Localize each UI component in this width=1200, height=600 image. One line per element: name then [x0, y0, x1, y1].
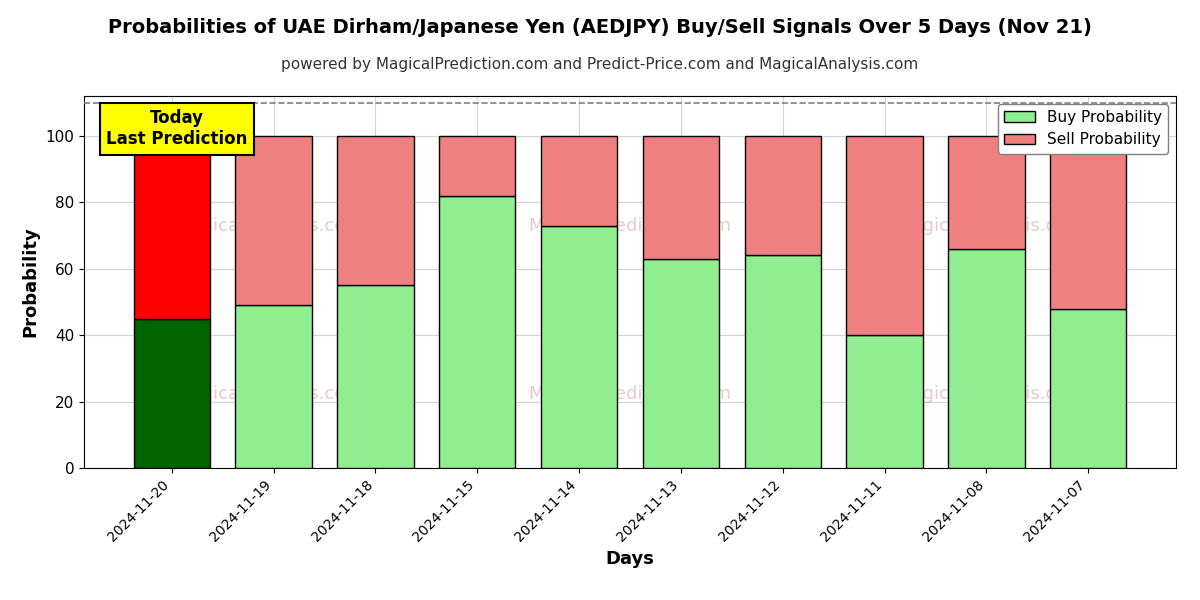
Text: MagicalAnalysis.com: MagicalAnalysis.com: [175, 217, 364, 235]
Text: Probabilities of UAE Dirham/Japanese Yen (AEDJPY) Buy/Sell Signals Over 5 Days (: Probabilities of UAE Dirham/Japanese Yen…: [108, 18, 1092, 37]
Bar: [744, 256, 821, 468]
Bar: [1050, 136, 1127, 308]
Bar: [439, 196, 516, 468]
Bar: [1050, 308, 1127, 468]
Text: MagicalAnalysis.com: MagicalAnalysis.com: [175, 385, 364, 403]
Bar: [337, 136, 414, 286]
Bar: [541, 136, 617, 226]
Bar: [846, 335, 923, 468]
Bar: [948, 249, 1025, 468]
Bar: [235, 305, 312, 468]
Text: Today
Last Prediction: Today Last Prediction: [107, 109, 247, 148]
Bar: [133, 136, 210, 319]
Bar: [948, 136, 1025, 249]
Bar: [337, 286, 414, 468]
Text: MagicalAnalysis.com: MagicalAnalysis.com: [896, 385, 1085, 403]
Bar: [744, 136, 821, 256]
Text: powered by MagicalPrediction.com and Predict-Price.com and MagicalAnalysis.com: powered by MagicalPrediction.com and Pre…: [281, 57, 919, 72]
Bar: [643, 259, 719, 468]
Bar: [846, 136, 923, 335]
Bar: [643, 136, 719, 259]
Text: MagicalAnalysis.com: MagicalAnalysis.com: [896, 217, 1085, 235]
Y-axis label: Probability: Probability: [22, 227, 40, 337]
Bar: [235, 136, 312, 305]
Bar: [439, 136, 516, 196]
Text: MagicalPrediction.com: MagicalPrediction.com: [528, 217, 732, 235]
Bar: [541, 226, 617, 468]
Legend: Buy Probability, Sell Probability: Buy Probability, Sell Probability: [998, 104, 1169, 154]
Text: MagicalPrediction.com: MagicalPrediction.com: [528, 385, 732, 403]
Bar: [133, 319, 210, 468]
X-axis label: Days: Days: [606, 550, 654, 568]
